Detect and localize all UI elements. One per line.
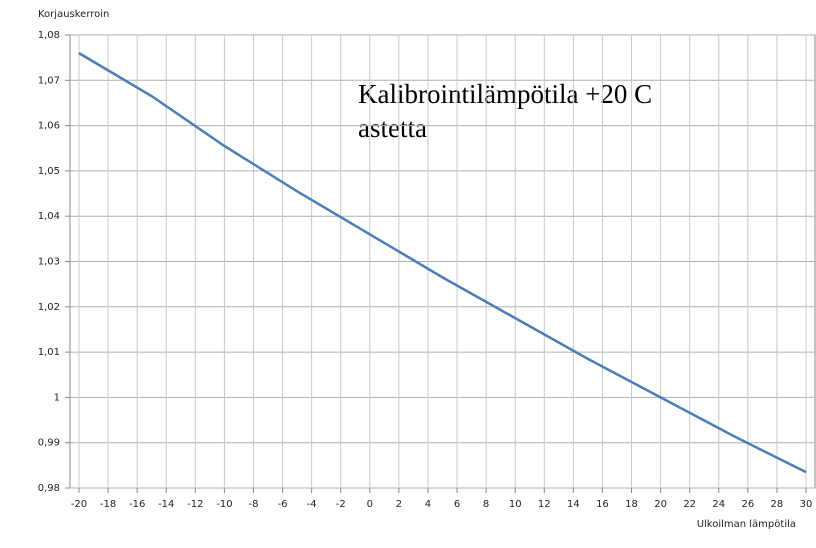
x-tick-label: -10 [216, 499, 232, 510]
x-tick-label: 20 [654, 499, 667, 510]
x-tick-label: -18 [100, 499, 116, 510]
y-tick-label: 1,02 [38, 302, 60, 313]
y-tick-label: 1,05 [38, 166, 60, 177]
x-tick-label: 0 [367, 499, 373, 510]
x-tick-label: 24 [712, 499, 725, 510]
x-tick-label: 14 [567, 499, 580, 510]
y-tick-label: 1 [54, 392, 60, 403]
y-tick-label: 1,07 [38, 75, 60, 86]
y-tick-label: 0,98 [38, 483, 60, 494]
x-tick-label: -6 [278, 499, 288, 510]
x-tick-label: 8 [483, 499, 489, 510]
x-tick-label: -2 [336, 499, 346, 510]
y-tick-label: 1,08 [38, 30, 60, 41]
x-axis-title: Ulkoilman lämpötila [697, 519, 796, 530]
x-tick-label: 30 [800, 499, 813, 510]
annotation: Kalibrointilämpötila +20 C [358, 79, 652, 109]
x-tick-label: -4 [307, 499, 317, 510]
x-tick-label: 4 [425, 499, 431, 510]
x-tick-label: -8 [248, 499, 258, 510]
x-tick-label: 28 [771, 499, 784, 510]
x-tick-label: 6 [454, 499, 460, 510]
annotation: astetta [358, 113, 427, 143]
data-line [78, 52, 807, 474]
x-tick-label: 10 [509, 499, 522, 510]
x-tick-label: -14 [158, 499, 174, 510]
x-tick-label: 2 [396, 499, 402, 510]
y-tick-label: 1,04 [38, 211, 60, 222]
x-tick-label: -12 [187, 499, 203, 510]
y-tick-label: 1,06 [38, 121, 60, 132]
x-tick-label: -20 [71, 499, 87, 510]
y-tick-label: 0,99 [38, 438, 60, 449]
x-tick-label: -16 [129, 499, 145, 510]
y-tick-label: 1,03 [38, 257, 60, 268]
x-tick-label: 18 [625, 499, 638, 510]
x-tick-label: 16 [596, 499, 609, 510]
x-tick-label: 12 [538, 499, 551, 510]
y-axis-title: Korjauskerroin [38, 9, 109, 20]
x-tick-label: 22 [683, 499, 696, 510]
x-tick-label: 26 [741, 499, 754, 510]
y-tick-label: 1,01 [38, 347, 60, 358]
